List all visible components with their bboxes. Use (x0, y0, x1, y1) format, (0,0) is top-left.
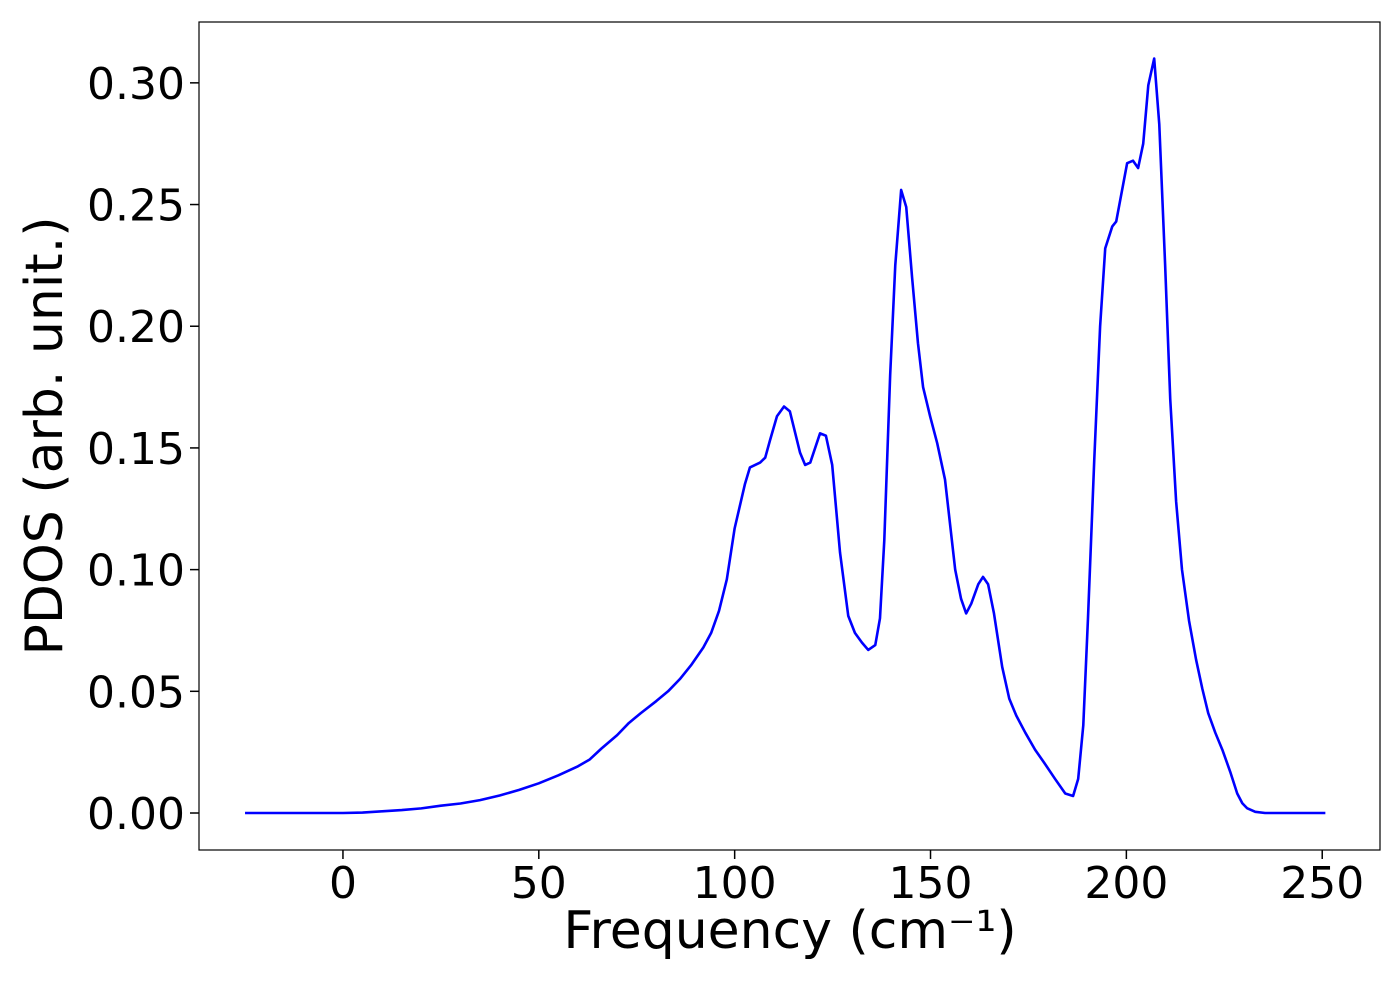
y-tick-label: 0.25 (87, 181, 185, 232)
x-tick-label: 0 (329, 858, 357, 909)
y-axis-label: PDOS (arb. unit.) (15, 216, 75, 655)
y-tick-label: 0.15 (87, 424, 185, 475)
x-tick-label: 50 (511, 858, 567, 909)
x-tick-label: 250 (1280, 858, 1364, 909)
x-tick-label: 200 (1084, 858, 1168, 909)
y-tick-label: 0.20 (87, 302, 185, 353)
y-tick-label: 0.30 (87, 59, 185, 110)
data-line (245, 57, 1326, 815)
x-tick-label: 100 (693, 858, 777, 909)
y-tick-label: 0.00 (87, 789, 185, 840)
x-axis-label: Frequency (cm⁻¹) (563, 901, 1016, 961)
plot-frame (198, 21, 1381, 851)
x-tick-label: 150 (889, 858, 973, 909)
y-tick-label: 0.05 (87, 667, 185, 718)
y-tick-label: 0.10 (87, 546, 185, 597)
